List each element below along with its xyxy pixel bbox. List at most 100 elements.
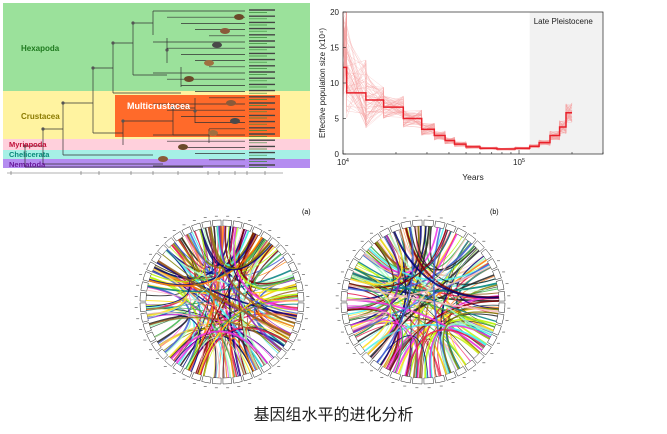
chromosome-segment (172, 231, 184, 242)
chromosome-segment (400, 374, 412, 384)
chromosome-segment (354, 343, 366, 356)
chromosome-segment (361, 352, 373, 364)
synteny-link (187, 233, 298, 314)
synteny-link (371, 238, 466, 359)
chart-axes: 0 5 10 15 20 104 105 (330, 8, 604, 167)
psmc-population-chart: 0 5 10 15 20 104 105 Late Pleistocene Years Ef… (318, 8, 604, 182)
synteny-link (352, 234, 400, 333)
panel-label-a: (a) (302, 209, 311, 216)
synteny-link (199, 327, 288, 375)
organism-illustration (204, 60, 214, 66)
chromosome-segment (455, 227, 467, 238)
chromosome-segment (211, 377, 222, 385)
synteny-link (146, 311, 220, 379)
synteny-link (146, 249, 191, 308)
chromosome-segment (348, 334, 359, 346)
chromosome-segment (268, 237, 280, 248)
chromosome-segment (495, 313, 505, 325)
clade-label: Hexapoda (21, 44, 60, 53)
clade-labels: Hexapoda Crustacea Multicrustacea Myriapoda… (9, 44, 191, 169)
synteny-link (347, 306, 403, 373)
tree-branches (23, 9, 275, 168)
synteny-link (349, 282, 404, 373)
chromosome-segment (292, 271, 302, 282)
figure-caption: 基因组水平的进化分析 (253, 405, 414, 424)
chromosome-segment (157, 244, 168, 256)
chromosome-segment (140, 312, 149, 323)
chromosome-segment (211, 219, 222, 227)
chromosome-segment (473, 240, 485, 252)
chromosome-segment (412, 377, 423, 385)
clade-band (3, 139, 310, 150)
synteny-link (182, 227, 213, 368)
synteny-link (382, 334, 460, 370)
synteny-link (367, 249, 499, 295)
chromosome-segment (268, 356, 280, 367)
synteny-link (147, 314, 273, 359)
time-axis (7, 171, 283, 175)
chromosome-segment (379, 227, 391, 238)
y-tick-label: 10 (330, 79, 339, 88)
synteny-link (232, 227, 298, 311)
y-tick-label: 15 (330, 44, 339, 53)
synteny-link (429, 226, 477, 271)
synteny-link (408, 331, 480, 377)
chromosome-segment (498, 302, 506, 313)
tree-node (131, 21, 135, 25)
chromosome-segment (201, 375, 212, 384)
chromosome-segment (297, 302, 305, 313)
synteny-link (233, 227, 297, 292)
chromosome-segment (232, 375, 243, 384)
chromosome-segment (389, 371, 402, 381)
synteny-link (346, 298, 483, 351)
tree-node (193, 109, 197, 113)
synteny-link (350, 288, 498, 326)
tree-node (111, 41, 115, 45)
y-tick-label: 5 (335, 115, 340, 124)
clade-label: Multicrustacea (127, 101, 191, 111)
tree-node (91, 66, 95, 70)
synteny-link (146, 308, 215, 378)
chromosome-segment (164, 237, 176, 248)
synteny-link (393, 231, 499, 299)
tree-node (61, 101, 65, 105)
chromosome-segment (282, 252, 293, 264)
chromosome-segment (292, 322, 302, 333)
synteny-link (437, 297, 499, 376)
chromosome-segment (287, 261, 298, 273)
clade-label: Myriapoda (9, 140, 47, 149)
synteny-link (376, 226, 414, 364)
organism-illustration (234, 14, 244, 20)
synteny-link (346, 265, 491, 301)
y-axis-label: Effective population size (x10⁴) (318, 28, 327, 138)
chromosome-segment (139, 291, 147, 302)
synteny-link (384, 236, 412, 377)
chromosome-segment (222, 219, 233, 227)
tree-node (23, 144, 27, 148)
chromosome-segment (369, 359, 382, 371)
synteny-link (257, 295, 298, 336)
chromosome-segment (480, 343, 492, 356)
chromosome-segment (341, 313, 351, 325)
chromosome-segment (191, 222, 202, 232)
tree-node (165, 48, 169, 52)
organism-illustration (178, 144, 188, 150)
x-axis-label: Years (462, 172, 483, 182)
chromosome-segment (146, 331, 157, 343)
synteny-link (359, 245, 475, 345)
chromosome-segment (260, 231, 272, 242)
chromosome-segment (455, 366, 467, 377)
organism-illustration (184, 76, 194, 82)
clade-label: Chelicerata (9, 150, 50, 159)
chromosome-segment (444, 371, 457, 381)
synteny-link (147, 269, 292, 293)
synteny-link (216, 226, 250, 267)
chromosome-segment (423, 377, 434, 385)
clade-label: Crustacea (21, 112, 60, 121)
synteny-link (454, 249, 498, 292)
chromosome-segment (242, 372, 253, 382)
chromosome-segment (498, 291, 506, 302)
organism-illustration (226, 100, 236, 106)
synteny-link (386, 336, 412, 376)
tree-node (121, 119, 125, 123)
